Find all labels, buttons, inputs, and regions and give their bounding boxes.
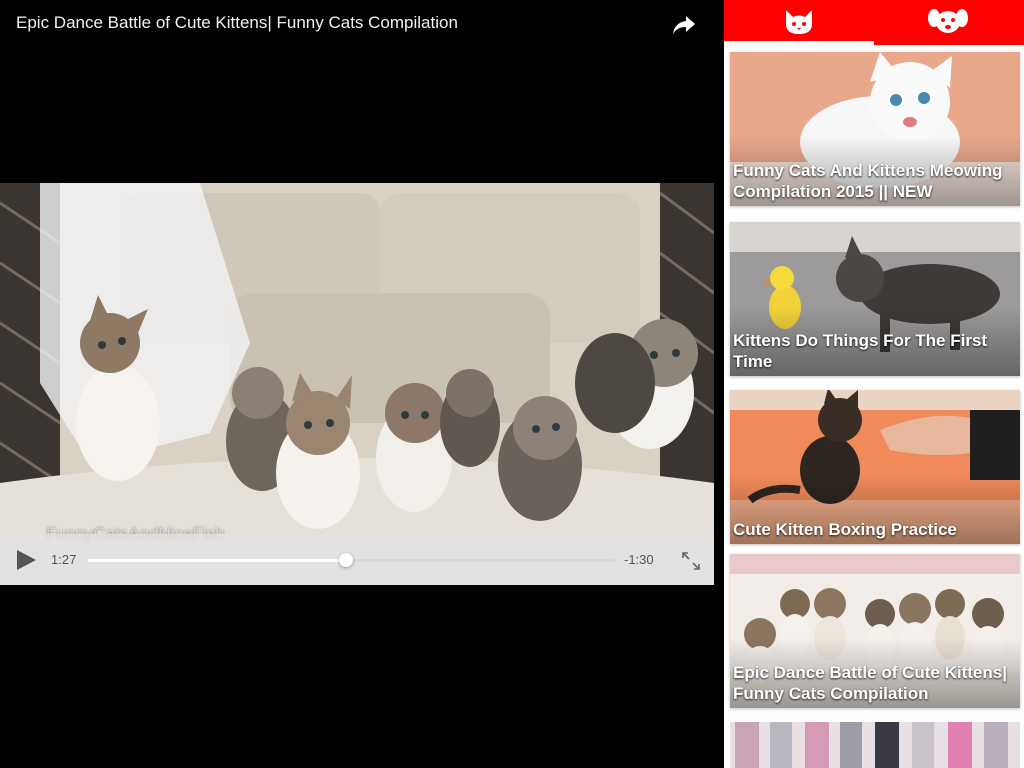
cat-face-icon <box>786 10 812 34</box>
fullscreen-button[interactable] <box>680 550 702 572</box>
share-arrow-icon <box>673 16 695 34</box>
related-videos-sidebar: Funny Cats And Kittens Meowing Compilati… <box>724 0 1024 768</box>
play-button[interactable] <box>14 548 38 572</box>
video-card-partial[interactable] <box>730 722 1020 768</box>
thumbnail-shade <box>730 136 1020 206</box>
video-card[interactable]: Cute Kitten Boxing Practice <box>730 390 1020 544</box>
video-card[interactable]: Epic Dance Battle of Cute Kittens| Funny… <box>730 554 1020 708</box>
video-card-title: Kittens Do Things For The First Time <box>733 331 988 371</box>
seek-bar-knob[interactable] <box>339 553 354 567</box>
thumbnail-shade <box>730 306 1020 376</box>
time-remaining: -1:30 <box>624 552 654 567</box>
category-tabbar <box>724 0 1024 45</box>
seek-bar-progress <box>88 559 347 562</box>
video-card-title: Epic Dance Battle of Cute Kittens| Funny… <box>733 663 1007 703</box>
video-card[interactable]: Funny Cats And Kittens Meowing Compilati… <box>730 52 1020 206</box>
video-thumbnail <box>730 554 1020 708</box>
video-thumbnail <box>730 52 1020 206</box>
share-button[interactable] <box>670 12 698 38</box>
tab-cats[interactable] <box>724 0 874 45</box>
video-player: Epic Dance Battle of Cute Kittens| Funny… <box>0 12 714 585</box>
play-icon <box>17 550 36 570</box>
video-thumbnail <box>730 722 1020 768</box>
active-tab-indicator <box>724 41 874 45</box>
thumbnail-shade <box>730 638 1020 708</box>
video-card-title: Funny Cats And Kittens Meowing Compilati… <box>733 161 1003 201</box>
video-thumbnail <box>730 390 1020 544</box>
thumbnail-shade <box>730 474 1020 544</box>
dog-face-icon <box>928 9 968 33</box>
playback-controls: 1:27 -1:30 <box>0 534 714 585</box>
time-elapsed: 1:27 <box>51 552 77 567</box>
seek-bar[interactable] <box>88 553 615 567</box>
expand-icon <box>682 552 700 570</box>
video-card-title: Cute Kitten Boxing Practice <box>733 520 957 539</box>
video-card[interactable]: Kittens Do Things For The First Time <box>730 222 1020 376</box>
video-frame[interactable]: FunnyCatsAndNiceFish <box>0 183 714 585</box>
video-thumbnail <box>730 222 1020 376</box>
tab-dogs[interactable] <box>874 0 1024 45</box>
video-title: Epic Dance Battle of Cute Kittens| Funny… <box>16 13 458 32</box>
